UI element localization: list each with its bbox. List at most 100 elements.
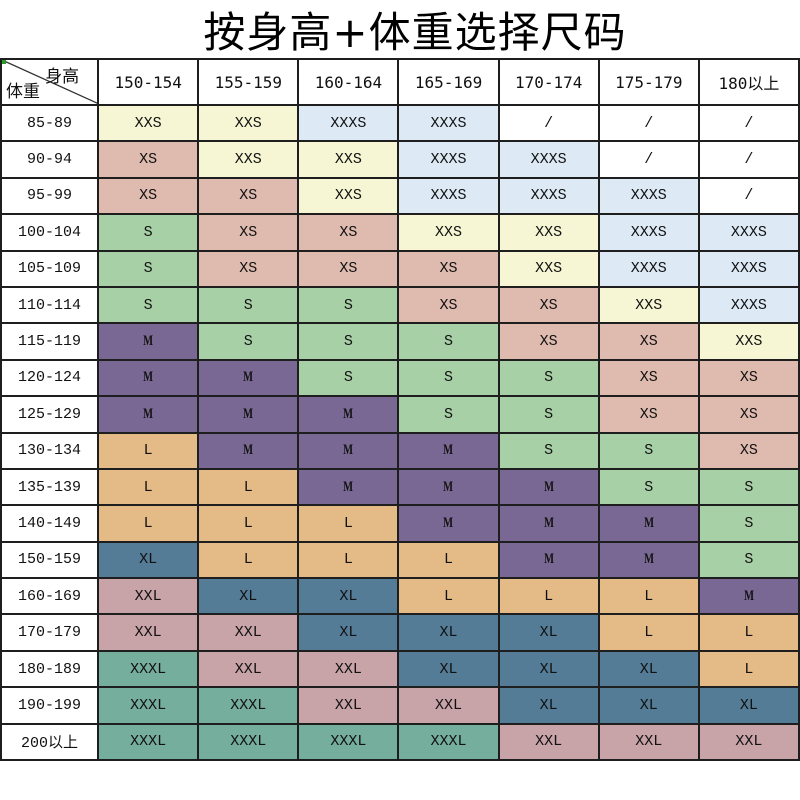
size-label: M — [443, 442, 454, 459]
size-label: S — [444, 369, 454, 387]
size-cell: XS — [297, 249, 400, 288]
weight-range-cell: 130-134 — [0, 431, 100, 470]
size-label: XXS — [735, 333, 763, 351]
size-label: XXL — [134, 587, 162, 605]
size-cell: XXL — [297, 649, 400, 689]
size-cell: XXS — [297, 176, 400, 216]
size-label: XL — [339, 587, 358, 605]
title-text: 按身高+体重选择尺码 — [203, 7, 627, 57]
size-cell: M — [497, 540, 600, 580]
size-cell: XXXL — [297, 722, 400, 762]
size-label: / — [544, 114, 554, 132]
size-cell: M — [197, 431, 300, 470]
size-cell: XS — [197, 213, 300, 252]
size-cell: XS — [497, 322, 600, 361]
corner-header-cell: 身高 体重 — [0, 58, 100, 106]
weight-range-cell: 115-119 — [0, 322, 100, 361]
size-label: L — [744, 660, 754, 678]
size-cell: XXXS — [697, 249, 800, 288]
height-column-header: 155-159 — [197, 58, 300, 106]
weight-range-cell: 110-114 — [0, 285, 100, 325]
size-cell: M — [397, 431, 500, 470]
size-cell: XXL — [197, 613, 300, 652]
table-row: 115-119 M S S S XS XS XXS — [0, 322, 800, 361]
size-cell: L — [597, 613, 700, 652]
size-cell: L — [297, 540, 400, 580]
size-label: XL — [439, 624, 458, 642]
size-label: M — [143, 369, 154, 386]
size-cell: XXXL — [97, 686, 200, 725]
size-label: S — [644, 478, 654, 496]
size-cell: S — [97, 285, 200, 325]
weight-range-cell: 170-179 — [0, 613, 100, 652]
size-cell: XXL — [697, 722, 800, 762]
weight-range-cell: 180-189 — [0, 649, 100, 689]
size-cell: XL — [497, 649, 600, 689]
size-label: XL — [239, 587, 258, 605]
size-label: XS — [539, 333, 558, 351]
size-label: XL — [439, 660, 458, 678]
size-cell: XXL — [597, 722, 700, 762]
size-cell: XL — [497, 686, 600, 725]
weight-range-cell: 85-89 — [0, 103, 100, 143]
size-label: XL — [639, 696, 658, 714]
size-label: S — [143, 260, 153, 278]
size-label: M — [543, 478, 554, 495]
size-cell: XXS — [197, 140, 300, 179]
size-label: XXXS — [430, 114, 467, 132]
height-column-header: 170-174 — [497, 58, 600, 106]
size-cell: M — [597, 504, 700, 543]
size-label: S — [744, 478, 754, 496]
size-cell: / — [697, 140, 800, 179]
size-cell: L — [197, 467, 300, 507]
size-cell: M — [497, 504, 600, 543]
size-label: XXXS — [430, 187, 467, 205]
weight-range-cell: 90-94 — [0, 140, 100, 179]
size-label: XS — [639, 369, 658, 387]
size-label: S — [143, 296, 153, 314]
height-axis-label: 身高 — [45, 67, 80, 87]
size-cell: XL — [597, 649, 700, 689]
size-label: / — [744, 187, 754, 205]
size-cell: XL — [397, 613, 500, 652]
weight-range-cell: 120-124 — [0, 358, 100, 398]
size-cell: XS — [97, 176, 200, 216]
size-cell: XL — [697, 686, 800, 725]
size-label: XS — [439, 296, 458, 314]
size-cell: S — [97, 249, 200, 288]
size-cell: M — [97, 395, 200, 434]
size-label: XS — [139, 187, 158, 205]
size-cell: XS — [497, 285, 600, 325]
size-cell: XXXL — [197, 722, 300, 762]
size-cell: XXS — [597, 285, 700, 325]
size-cell: M — [397, 504, 500, 543]
size-label: XXL — [435, 696, 463, 714]
size-label: S — [143, 223, 153, 241]
size-label: XXS — [234, 151, 262, 169]
size-label: M — [143, 405, 154, 422]
size-cell: XXXL — [397, 722, 500, 762]
size-cell: XL — [197, 577, 300, 616]
size-cell: XS — [397, 285, 500, 325]
table-row: 190-199 XXXL XXXL XXL XXL XL XL XL — [0, 686, 800, 725]
size-label: XS — [139, 151, 158, 169]
size-label: / — [644, 114, 654, 132]
table-row: 85-89 XXS XXS XXXS XXXS / / / — [0, 103, 800, 143]
size-label: S — [544, 442, 554, 460]
size-label: M — [543, 514, 554, 531]
size-label: M — [343, 442, 354, 459]
size-label: S — [744, 514, 754, 532]
height-column-header: 180以上 — [697, 58, 800, 106]
size-cell: L — [97, 431, 200, 470]
size-label: XS — [739, 405, 758, 423]
size-cell: L — [397, 540, 500, 580]
size-label: XXS — [435, 223, 463, 241]
size-cell: XXL — [497, 722, 600, 762]
size-label: XXXL — [130, 696, 167, 714]
size-cell: XXXS — [397, 140, 500, 179]
table-row: 100-104 S XS XS XXS XXS XXXS XXXS — [0, 213, 800, 252]
size-cell: S — [297, 358, 400, 398]
size-cell: L — [197, 504, 300, 543]
size-label: XXXS — [430, 151, 467, 169]
size-label: XXXL — [130, 733, 167, 751]
